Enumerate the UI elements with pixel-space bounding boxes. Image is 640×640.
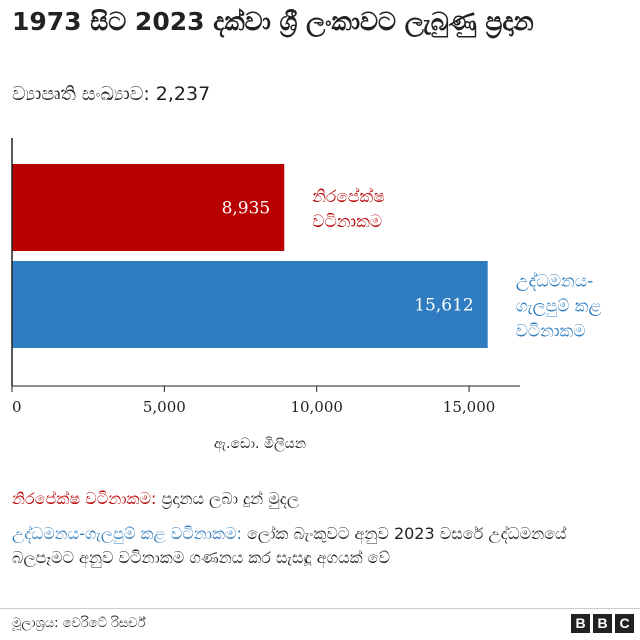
note-inflation-text: ලෝක බැංකුවට අනුව 2023 වසරේ උද්ධමනයේ බලපෑ… xyxy=(12,524,567,567)
bbc-logo: B B C xyxy=(571,614,634,633)
bar-value-label-0: 8,935 xyxy=(222,199,271,219)
x-tick-label-1: 5,000 xyxy=(143,398,186,416)
x-axis-label: ඇ.ඩො. මිලියන xyxy=(213,436,307,452)
category-label-line: වටිනාකම xyxy=(516,322,586,342)
chart-subtitle: ව්‍යාපෘති සංඛ්‍යාව: 2,237 xyxy=(12,83,211,105)
category-label-1: උද්ධමනය- ගැලපුම් කළ වටිනාකම xyxy=(516,271,602,341)
logo-letter-b2: B xyxy=(593,614,612,633)
category-label-line: නිරපේක්ෂ xyxy=(312,187,384,207)
category-label-line: උද්ධමනය- xyxy=(516,271,594,291)
bar-0 xyxy=(12,164,285,251)
bar-value-label-1: 15,612 xyxy=(414,296,473,316)
x-tick-label-0: 0 xyxy=(12,398,22,416)
bar-chart: 8,935 නිරපේක්ෂ වටිනාකම 15,612 උද්ධමනය- ගැලපුම… xyxy=(11,138,602,416)
x-tick-label-2: 10,000 xyxy=(290,398,343,416)
note-absolute-value: නිරපේක්ෂ වටිනාකම: ප්‍රදානය ලබා දුන් මුදල xyxy=(12,487,628,511)
category-label-line: ගැලපුම් කළ xyxy=(516,297,602,317)
chart-title: 1973 සිට 2023 දක්වා ශ්‍රී ලංකාවට ලැබුණු … xyxy=(12,7,534,36)
category-label-0: නිරපේක්ෂ වටිනාකම xyxy=(312,187,384,232)
logo-letter-b1: B xyxy=(571,614,590,633)
note-absolute-term: නිරපේක්ෂ වටිනාකම: xyxy=(12,489,157,508)
bar-1 xyxy=(12,261,488,348)
category-label-line: වටිනාකම xyxy=(312,212,382,232)
logo-letter-c: C xyxy=(615,614,634,633)
source-credit: මූලාශ්‍රය: වෙරිටේ රිසර්ච් xyxy=(12,616,146,631)
note-inflation-adjusted: උද්ධමනය-ගැලපුම් කළ වටිනාකම: ලෝක බැංකුවට … xyxy=(12,522,628,570)
footer-divider xyxy=(0,608,640,609)
note-absolute-text: ප්‍රදානය ලබා දුන් මුදල xyxy=(156,489,300,508)
note-inflation-term: උද්ධමනය-ගැලපුම් කළ වටිනාකම: xyxy=(12,524,242,543)
x-tick-label-3: 15,000 xyxy=(443,398,496,416)
